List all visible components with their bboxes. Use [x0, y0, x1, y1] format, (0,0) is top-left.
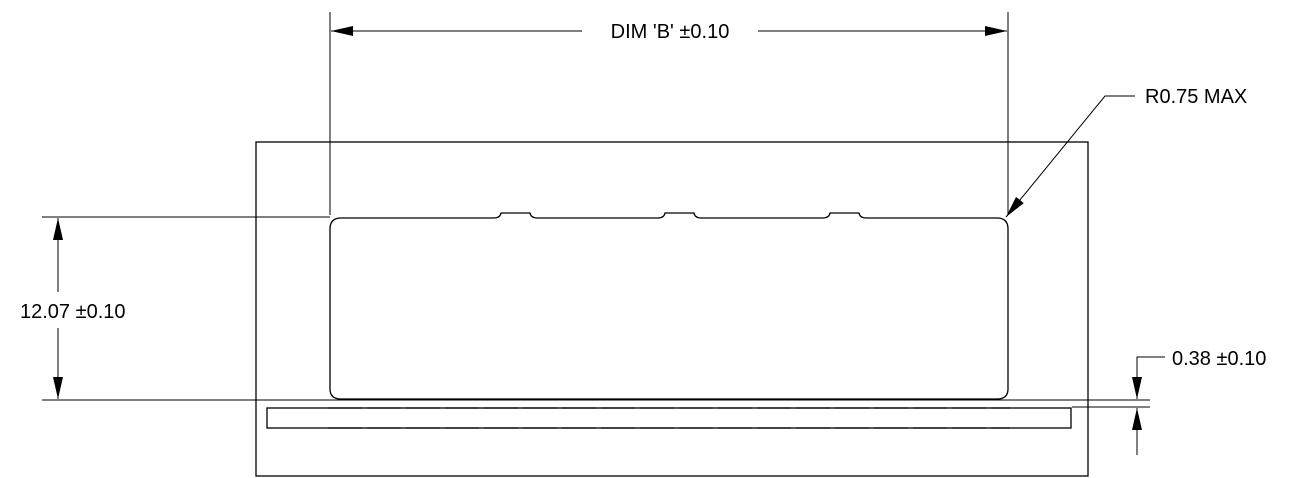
hidden-lines: [328, 407, 1010, 429]
radius-label: R0.75 MAX: [1145, 86, 1247, 108]
height-label: 12.07 ±0.10: [20, 301, 126, 323]
radius-leader-line: [1005, 95, 1135, 218]
inner-opening: [329, 212, 1009, 400]
bottom-strip: [266, 407, 1072, 429]
gap-leader-line: [1132, 356, 1165, 399]
gap-label: 0.38 ±0.10: [1172, 348, 1266, 370]
dim-b-label: DIM 'B' ±0.10: [611, 21, 730, 43]
outer-housing: [255, 141, 1089, 477]
